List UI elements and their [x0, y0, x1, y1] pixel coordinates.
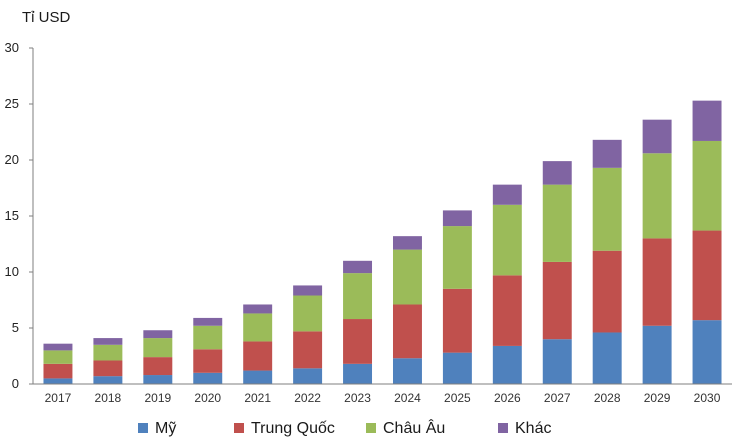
bar-segment: [243, 341, 273, 371]
bar-segment: [243, 304, 273, 314]
bar-segment: [492, 345, 522, 384]
bars: [43, 100, 722, 384]
bar-segment: [542, 339, 572, 384]
bar-segment: [492, 204, 522, 276]
bar-segment: [193, 325, 223, 350]
bar-segment: [542, 261, 572, 340]
y-tick-label: 0: [12, 376, 19, 391]
bar-segment: [193, 372, 223, 384]
bar-segment: [592, 139, 622, 168]
y-tick-label: 5: [12, 320, 19, 335]
y-axis-label: Tỉ USD: [22, 9, 71, 26]
x-tick-label: 2021: [244, 391, 271, 405]
bar-segment: [193, 349, 223, 373]
bar-segment: [392, 249, 422, 305]
bar-segment: [642, 119, 672, 154]
bar-segment: [43, 363, 73, 379]
bar-segment: [343, 319, 373, 364]
x-tick-label: 2022: [294, 391, 321, 405]
legend: Mỹ Trung Quốc Châu Âu Khác: [138, 418, 551, 437]
bar-segment: [492, 275, 522, 346]
bar-segment: [293, 368, 323, 384]
bar-segment: [542, 184, 572, 262]
legend-label: Châu Âu: [383, 418, 445, 437]
bar-segment: [642, 325, 672, 384]
bar-segment: [43, 350, 73, 364]
x-tick-label: 2028: [594, 391, 621, 405]
x-tick-label: 2017: [45, 391, 72, 405]
x-tick-label: 2027: [544, 391, 571, 405]
legend-swatch: [498, 423, 508, 433]
legend-label: Trung Quốc: [251, 420, 335, 437]
bar-segment: [542, 161, 572, 185]
bar-segment: [293, 295, 323, 332]
bar-segment: [243, 370, 273, 384]
legend-swatch: [234, 423, 244, 433]
legend-label: Khác: [515, 420, 551, 437]
legend-swatch: [366, 423, 376, 433]
bar-segment: [343, 260, 373, 274]
x-tick-label: 2029: [644, 391, 671, 405]
bar-segment: [343, 363, 373, 384]
bar-segment: [442, 226, 472, 289]
bar-segment: [642, 238, 672, 326]
bar-segment: [43, 378, 73, 384]
bar-segment: [143, 357, 173, 376]
bar-segment: [93, 338, 123, 345]
x-tick-label: 2019: [144, 391, 171, 405]
y-tick-label: 10: [5, 264, 19, 279]
bar-segment: [93, 344, 123, 361]
x-axis: 2017 2018 2019 2020 2021 2022 2023 2024 2025 2026…: [33, 383, 732, 405]
bar-segment: [93, 376, 123, 384]
y-tick-label: 20: [5, 152, 19, 167]
bar-segment: [692, 230, 722, 321]
y-tick-label: 15: [5, 208, 19, 223]
bar-segment: [692, 100, 722, 141]
bar-segment: [293, 285, 323, 296]
bar-segment: [442, 288, 472, 353]
bar-segment: [93, 360, 123, 377]
y-tick-label: 25: [5, 96, 19, 111]
bar-segment: [442, 210, 472, 227]
y-axis: 0 5 10 15 20 25 30: [5, 40, 34, 391]
bar-segment: [143, 330, 173, 339]
x-tick-label: 2018: [95, 391, 122, 405]
bar-segment: [243, 313, 273, 342]
bar-segment: [392, 304, 422, 359]
bar-segment: [343, 273, 373, 320]
bar-segment: [392, 358, 422, 384]
x-tick-label: 2030: [694, 391, 721, 405]
bar-segment: [692, 140, 722, 231]
bar-segment: [592, 250, 622, 333]
legend-swatch: [138, 423, 148, 433]
bar-segment: [392, 236, 422, 250]
y-tick-label: 30: [5, 40, 19, 55]
x-tick-label: 2024: [394, 391, 421, 405]
bar-segment: [293, 331, 323, 369]
bar-segment: [442, 352, 472, 384]
legend-label: Mỹ: [155, 420, 176, 437]
x-tick-label: 2023: [344, 391, 371, 405]
bar-segment: [592, 332, 622, 384]
x-tick-label: 2020: [194, 391, 221, 405]
bar-segment: [43, 343, 73, 351]
bar-segment: [143, 375, 173, 384]
bar-segment: [193, 317, 223, 326]
bar-segment: [592, 167, 622, 251]
bar-segment: [642, 153, 672, 239]
bar-segment: [143, 338, 173, 358]
x-tick-label: 2026: [494, 391, 521, 405]
x-tick-label: 2025: [444, 391, 471, 405]
bar-segment: [692, 320, 722, 384]
bar-segment: [492, 184, 522, 205]
